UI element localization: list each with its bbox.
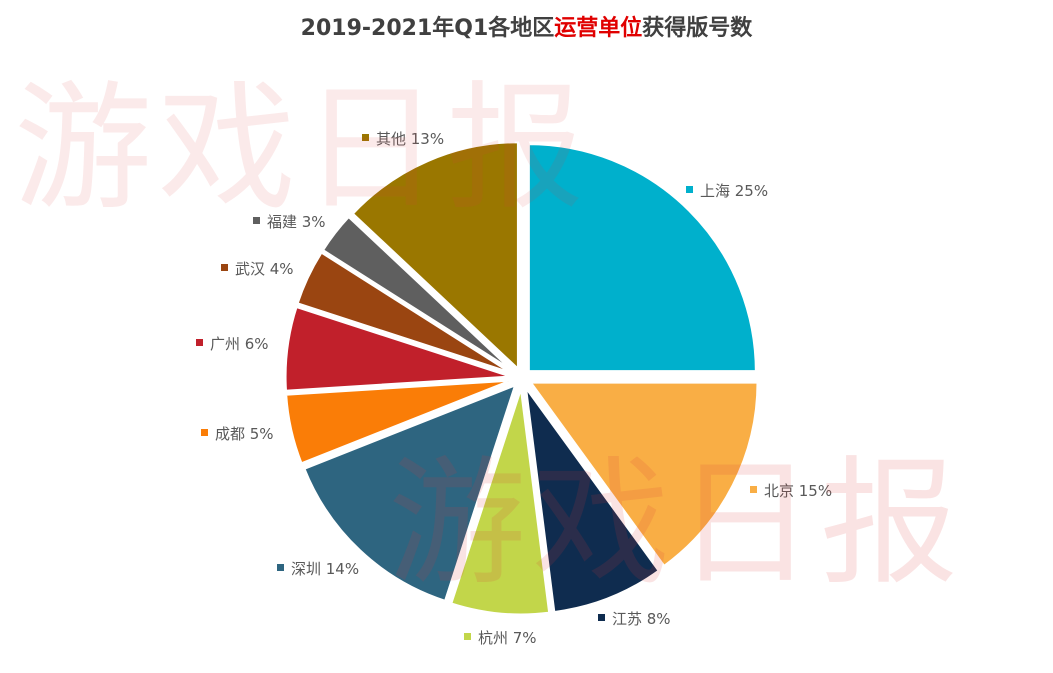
title-prefix: 2019-2021年Q1各地区 xyxy=(300,16,555,41)
pie-slice-3 xyxy=(448,386,552,617)
pie-slice-7 xyxy=(295,249,515,376)
pie-slice-6 xyxy=(283,304,514,393)
slice-label-2: 江苏 8% xyxy=(598,610,671,628)
pie-slice-9 xyxy=(350,140,520,374)
slice-label-6: 广州 6% xyxy=(196,335,269,353)
pie-slice-1 xyxy=(527,380,760,569)
slice-label-text-2: 江苏 8% xyxy=(612,610,671,628)
slice-label-marker-8 xyxy=(253,217,260,224)
slice-label-9: 其他 13% xyxy=(362,130,444,148)
slice-label-8: 福建 3% xyxy=(253,213,326,231)
slice-label-marker-9 xyxy=(362,134,369,141)
pie-slice-4 xyxy=(301,381,519,604)
slice-label-text-7: 武汉 4% xyxy=(235,260,294,278)
slice-label-marker-1 xyxy=(750,486,757,493)
slice-label-marker-4 xyxy=(277,564,284,571)
pie-slice-2 xyxy=(523,385,662,615)
slice-label-marker-6 xyxy=(196,339,203,346)
pie-slice-5 xyxy=(284,378,514,466)
slice-label-text-6: 广州 6% xyxy=(210,335,269,353)
slice-label-3: 杭州 7% xyxy=(464,629,537,647)
slice-label-marker-2 xyxy=(598,614,605,621)
slice-label-text-5: 成都 5% xyxy=(215,425,274,443)
title-suffix: 获得版号数 xyxy=(642,16,753,41)
pie-slice-0 xyxy=(526,142,758,374)
chart-title: 2019-2021年Q1各地区运营单位获得版号数 xyxy=(0,10,1053,42)
slice-label-marker-3 xyxy=(464,633,471,640)
slice-label-text-8: 福建 3% xyxy=(267,213,326,231)
slice-label-text-3: 杭州 7% xyxy=(478,629,537,647)
slice-label-text-0: 上海 25% xyxy=(700,182,768,200)
slice-label-text-4: 深圳 14% xyxy=(291,560,359,578)
slice-label-4: 深圳 14% xyxy=(277,560,359,578)
slice-label-marker-7 xyxy=(221,264,228,271)
slice-label-text-9: 其他 13% xyxy=(376,130,444,148)
slice-label-marker-5 xyxy=(201,429,208,436)
title-highlight: 运营单位 xyxy=(554,16,643,41)
pie-slice-8 xyxy=(320,214,516,374)
slice-label-text-1: 北京 15% xyxy=(764,482,832,500)
slice-label-0: 上海 25% xyxy=(686,182,768,200)
slice-label-1: 北京 15% xyxy=(750,482,832,500)
slice-label-marker-0 xyxy=(686,186,693,193)
slice-label-7: 武汉 4% xyxy=(221,260,294,278)
slice-label-5: 成都 5% xyxy=(201,425,274,443)
